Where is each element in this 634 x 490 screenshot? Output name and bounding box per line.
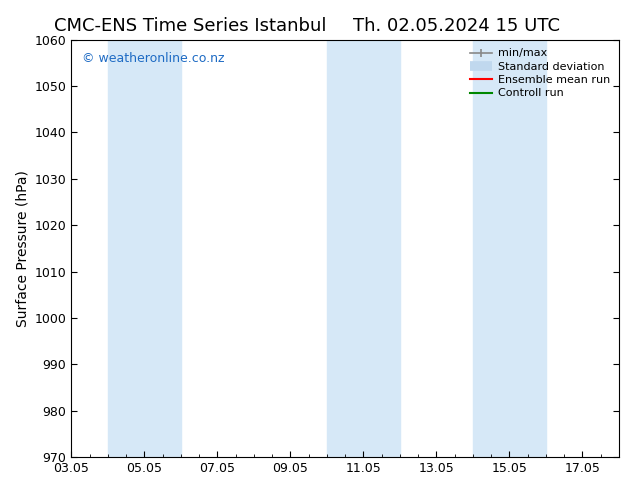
- Text: Th. 02.05.2024 15 UTC: Th. 02.05.2024 15 UTC: [353, 17, 560, 35]
- Y-axis label: Surface Pressure (hPa): Surface Pressure (hPa): [15, 170, 29, 327]
- Text: © weatheronline.co.nz: © weatheronline.co.nz: [82, 52, 224, 65]
- Bar: [327, 40, 400, 457]
- Bar: [108, 40, 181, 457]
- Bar: [473, 40, 546, 457]
- Text: CMC-ENS Time Series Istanbul: CMC-ENS Time Series Istanbul: [54, 17, 327, 35]
- Legend: min/max, Standard deviation, Ensemble mean run, Controll run: min/max, Standard deviation, Ensemble me…: [467, 45, 614, 102]
